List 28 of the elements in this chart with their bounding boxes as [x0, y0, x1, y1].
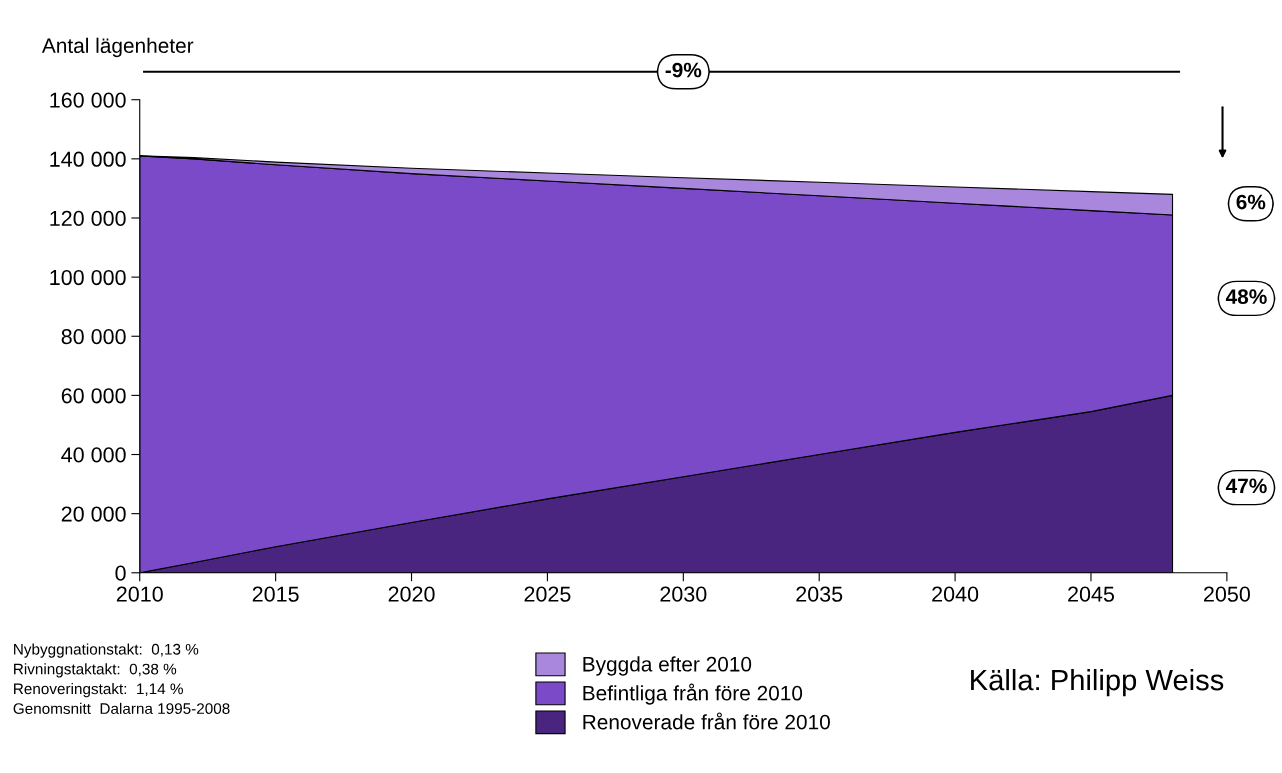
y-axis-title: Antal lägenheter	[41, 37, 194, 58]
y-tick-label: 20 000	[61, 506, 126, 522]
x-tick-label: 2010	[116, 586, 163, 602]
x-tick-label: 2030	[660, 586, 707, 602]
text: 6%	[1236, 194, 1266, 210]
x-tick-label: 2025	[524, 586, 571, 602]
x-tick-label: 2045	[1068, 586, 1115, 602]
x-tick-label: 2015	[252, 586, 299, 602]
legend-label: Byggda efter 2010	[583, 656, 752, 676]
text: Nybyggnationstakt: 0,13 % Rivningstaktakt: 0,38 % Renoveringstakt: 1,14 % Genomsnitt Dalarna 1995-2008	[13, 643, 230, 715]
y-tick-label: 120 000	[50, 210, 126, 226]
text: Källa: Philipp Weiss	[971, 668, 1224, 697]
legend-label: Befintliga från före 2010	[583, 683, 803, 705]
x-tick-label: 2020	[388, 586, 435, 602]
y-tick-label: 0	[115, 565, 126, 581]
y-tick-label: 160 000	[50, 92, 126, 108]
y-tick-label: 100 000	[50, 269, 126, 286]
text: -9%	[665, 62, 702, 78]
x-tick-label: 2040	[932, 586, 979, 602]
annotation: 47%	[1225, 478, 1267, 494]
y-tick-label: 60 000	[61, 388, 126, 404]
y-tick-label: 80 000	[61, 329, 126, 345]
y-tick-label: 140 000	[50, 151, 126, 167]
legend-label: Renoverade från före 2010	[583, 712, 830, 730]
annotation: 48%	[1225, 289, 1267, 304]
x-tick-label: 2050	[1204, 586, 1250, 602]
y-tick-label: 40 000	[61, 447, 126, 463]
x-tick-label: 2035	[796, 586, 843, 602]
